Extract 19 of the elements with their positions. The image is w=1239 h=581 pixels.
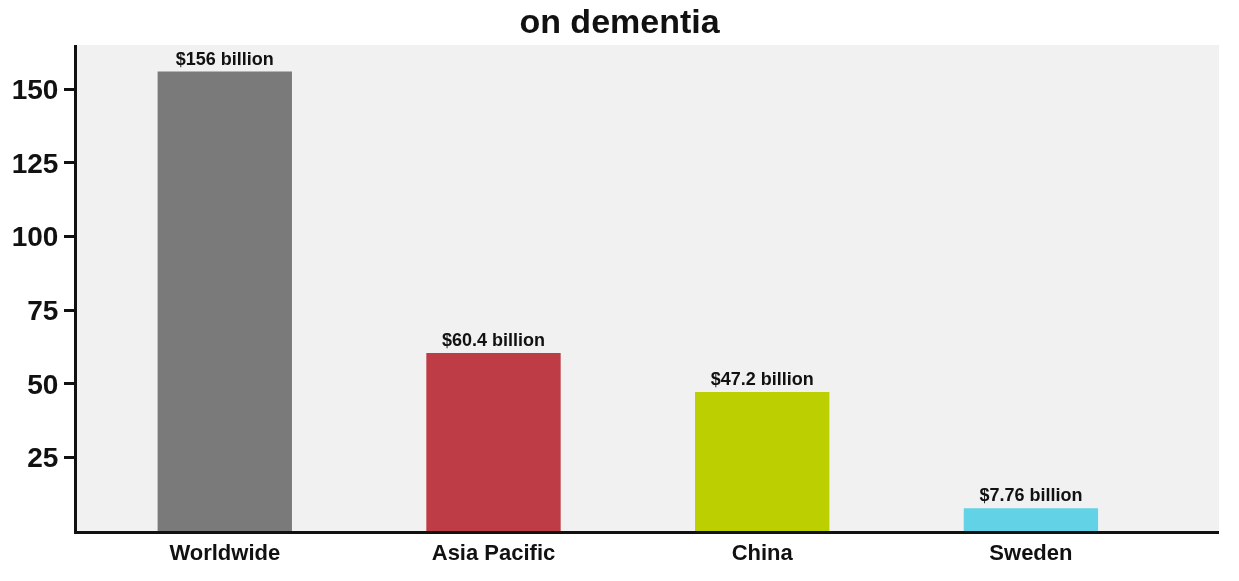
y-tick-label: 100	[11, 221, 59, 253]
y-tick-label: 75	[27, 294, 59, 326]
y-tick-label: 125	[11, 147, 59, 179]
bar	[426, 353, 561, 531]
x-tick-label: Asia Pacific	[431, 540, 556, 566]
bar	[963, 508, 1099, 531]
bar	[695, 391, 830, 531]
x-tick-label: Worldwide	[169, 540, 281, 566]
x-tick-label: China	[731, 540, 794, 566]
data-label: $60.4 billion	[441, 330, 546, 351]
data-label: $47.2 billion	[710, 368, 814, 389]
bar	[157, 71, 292, 531]
data-label: $7.76 billion	[979, 485, 1083, 506]
x-tick-label: Sweden	[989, 540, 1073, 566]
chart-title: on dementia	[519, 1, 721, 40]
y-tick-label: 150	[11, 73, 59, 105]
y-tick-label: 50	[27, 368, 59, 400]
data-label: $156 billion	[175, 48, 274, 69]
y-tick-label: 25	[27, 442, 59, 474]
